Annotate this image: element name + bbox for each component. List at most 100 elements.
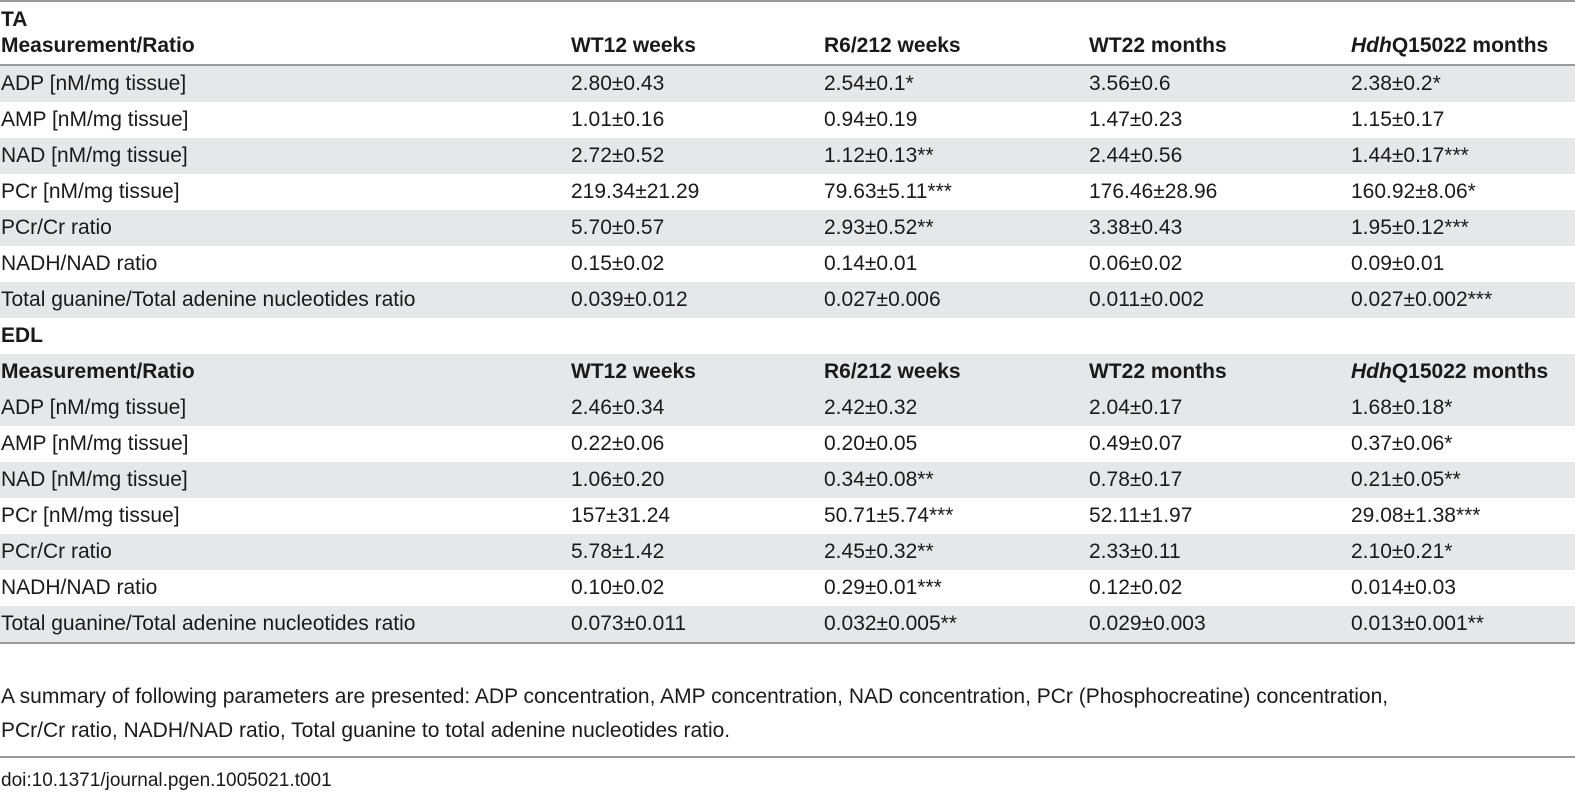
column-header: R6/212 weeks — [824, 34, 961, 57]
data-table-container: TA Measurement/Ratio WT12 weeks R6/212 week… — [0, 0, 1575, 644]
section-title: EDL — [1, 324, 43, 347]
column-header: Measurement/Ratio — [1, 34, 195, 57]
table-cell: 1.15±0.17 — [1351, 108, 1445, 131]
table-cell: 157±31.24 — [571, 504, 671, 527]
table-cell: 2.04±0.17 — [1089, 396, 1183, 419]
table-cell: 1.68±0.18* — [1351, 396, 1453, 419]
table-cell: 0.029±0.003 — [1089, 612, 1206, 635]
table-cell: 2.80±0.43 — [571, 72, 665, 95]
row-label: PCr [nM/mg tissue] — [1, 180, 180, 203]
table-cell: 0.20±0.05 — [824, 432, 918, 455]
row-label: PCr [nM/mg tissue] — [1, 504, 180, 527]
table-row: ADP [nM/mg tissue] 2.46±0.34 2.42±0.32 2.04… — [0, 390, 1575, 426]
table-cell: 1.06±0.20 — [571, 468, 665, 491]
column-header: WT12 weeks — [571, 34, 696, 57]
table-cell: 29.08±1.38*** — [1351, 504, 1481, 527]
row-label: Total guanine/Total adenine nucleotides … — [1, 288, 416, 311]
table-cell: 1.01±0.16 — [571, 108, 665, 131]
table-cell: 2.54±0.1* — [824, 72, 914, 95]
table-cell: 3.38±0.43 — [1089, 216, 1183, 239]
table-cell: 0.073±0.011 — [571, 612, 687, 635]
column-header: WT22 months — [1089, 360, 1227, 383]
table-row: AMP [nM/mg tissue] 1.01±0.16 0.94±0.19 1.47… — [0, 102, 1575, 138]
table-cell: 0.06±0.02 — [1089, 252, 1183, 275]
column-header: HdhQ15022 months — [1350, 354, 1575, 390]
table-row: Total guanine/Total adenine nucleotides … — [0, 606, 1575, 643]
table-cell: 0.34±0.08** — [824, 468, 934, 491]
section-title-row: EDL — [0, 318, 1575, 354]
table-cell: 0.011±0.002 — [1089, 288, 1205, 311]
table-cell: 0.032±0.005** — [824, 612, 957, 635]
section-title: TA — [1, 8, 28, 31]
table-cell: 0.10±0.02 — [571, 576, 665, 599]
table-cell: 0.29±0.01*** — [824, 576, 942, 599]
table-cell: 52.11±1.97 — [1089, 504, 1193, 527]
table-cell: 2.72±0.52 — [571, 144, 665, 167]
table-row: PCr/Cr ratio 5.78±1.42 2.45±0.32** 2.33±0.1… — [0, 534, 1575, 570]
table-row: NADH/NAD ratio 0.10±0.02 0.29±0.01*** 0.12±… — [0, 570, 1575, 606]
table-cell: 2.38±0.2* — [1351, 72, 1441, 95]
table-cell: 5.70±0.57 — [571, 216, 665, 239]
table-cell: 2.33±0.11 — [1089, 540, 1181, 563]
table-cell: 0.013±0.001** — [1351, 612, 1484, 635]
table-cell: 1.95±0.12*** — [1351, 216, 1469, 239]
footer-rule — [0, 756, 1575, 758]
row-label: PCr/Cr ratio — [1, 216, 112, 239]
table-cell: 0.027±0.002*** — [1351, 288, 1493, 311]
row-label: NADH/NAD ratio — [1, 576, 158, 599]
column-header-rest: Q15022 months — [1391, 360, 1549, 383]
table-row: PCr [nM/mg tissue] 157±31.24 50.71±5.74***… — [0, 498, 1575, 534]
table-cell: 176.46±28.96 — [1089, 180, 1218, 203]
table-cell: 219.34±21.29 — [571, 180, 700, 203]
column-header: Measurement/Ratio — [1, 360, 195, 383]
row-label: ADP [nM/mg tissue] — [1, 72, 187, 95]
column-header-row: Measurement/Ratio WT12 weeks R6/212 weeks W… — [0, 354, 1575, 390]
table-cell: 0.78±0.17 — [1089, 468, 1183, 491]
table-cell: 2.10±0.21* — [1351, 540, 1453, 563]
table-row: ADP [nM/mg tissue] 2.80±0.43 2.54±0.1* 3.56… — [0, 65, 1575, 102]
table-cell: 0.12±0.02 — [1089, 576, 1183, 599]
row-label: PCr/Cr ratio — [1, 540, 112, 563]
metabolite-table: TA Measurement/Ratio WT12 weeks R6/212 week… — [0, 2, 1575, 644]
row-label: NADH/NAD ratio — [1, 252, 158, 275]
table-row: NADH/NAD ratio 0.15±0.02 0.14±0.01 0.06±0.0… — [0, 246, 1575, 282]
table-cell: 2.46±0.34 — [571, 396, 665, 419]
top-rule — [0, 0, 1575, 2]
column-header-italic-part: Hdh — [1351, 360, 1392, 383]
table-cell: 0.94±0.19 — [824, 108, 918, 131]
table-cell: 0.22±0.06 — [571, 432, 665, 455]
table-cell: 0.14±0.01 — [824, 252, 918, 275]
row-label: Total guanine/Total adenine nucleotides … — [1, 612, 416, 635]
table-cell: 2.44±0.56 — [1089, 144, 1183, 167]
column-header: WT12 weeks — [571, 360, 696, 383]
table-cell: 1.12±0.13** — [824, 144, 934, 167]
table-cell: 50.71±5.74*** — [824, 504, 954, 527]
table-row: PCr [nM/mg tissue] 219.34±21.29 79.63±5.11… — [0, 174, 1575, 210]
row-label: ADP [nM/mg tissue] — [1, 396, 187, 419]
table-cell: 1.47±0.23 — [1089, 108, 1183, 131]
table-row: PCr/Cr ratio 5.70±0.57 2.93±0.52** 3.38±0.4… — [0, 210, 1575, 246]
section-title-row: TA — [0, 2, 1575, 32]
table-cell: 0.039±0.012 — [571, 288, 688, 311]
table-cell: 0.014±0.03 — [1351, 576, 1456, 599]
table-row: AMP [nM/mg tissue] 0.22±0.06 0.20±0.05 0.49… — [0, 426, 1575, 462]
table-row: NAD [nM/mg tissue] 1.06±0.20 0.34±0.08** 0.… — [0, 462, 1575, 498]
table-cell: 0.09±0.01 — [1351, 252, 1445, 275]
table-cell: 1.44±0.17*** — [1351, 144, 1469, 167]
column-header: HdhQ15022 months — [1350, 32, 1575, 65]
column-header-row: Measurement/Ratio WT12 weeks R6/212 weeks W… — [0, 32, 1575, 65]
row-label: NAD [nM/mg tissue] — [1, 468, 188, 491]
table-cell: 2.42±0.32 — [824, 396, 918, 419]
column-header-rest: Q15022 months — [1391, 34, 1549, 57]
table-row: Total guanine/Total adenine nucleotides … — [0, 282, 1575, 318]
table-cell: 0.37±0.06* — [1351, 432, 1453, 455]
table-cell: 79.63±5.11*** — [824, 180, 952, 203]
column-header-italic-part: Hdh — [1351, 34, 1392, 57]
row-label: AMP [nM/mg tissue] — [1, 108, 189, 131]
table-cell: 0.21±0.05** — [1351, 468, 1461, 491]
column-header: WT22 months — [1089, 34, 1227, 57]
row-label: AMP [nM/mg tissue] — [1, 432, 189, 455]
row-label: NAD [nM/mg tissue] — [1, 144, 188, 167]
table-row: NAD [nM/mg tissue] 2.72±0.52 1.12±0.13** 2.… — [0, 138, 1575, 174]
caption-line-2: PCr/Cr ratio, NADH/NAD ratio, Total guan… — [1, 719, 731, 742]
